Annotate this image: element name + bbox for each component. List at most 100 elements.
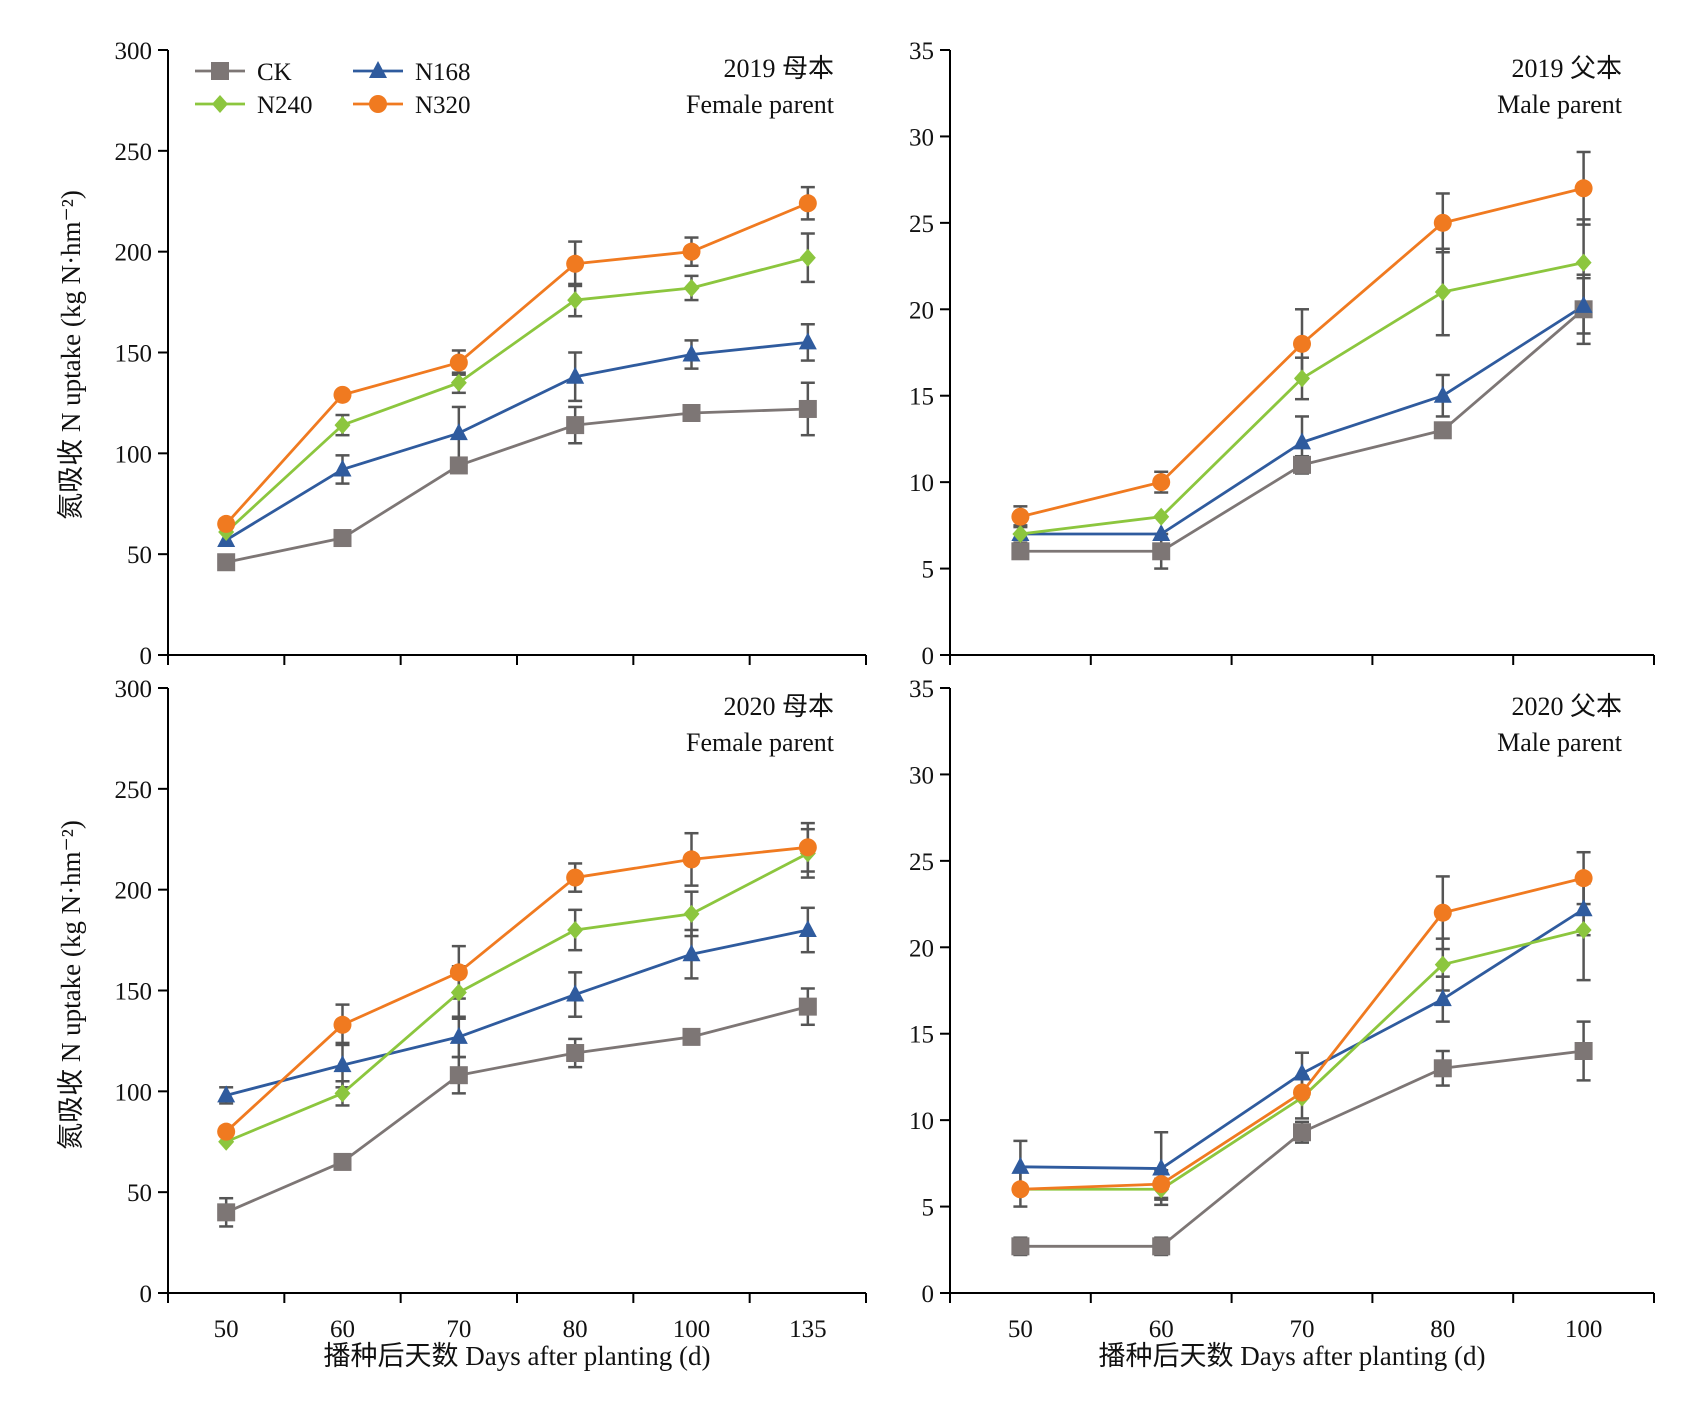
- point-n320: [449, 353, 468, 372]
- series-line-ck: [225, 407, 808, 564]
- y-tick-label: 250: [115, 777, 153, 804]
- chart-panel-3: 0 50 100 150 200 250 300 50 60 70 80 100 135 2020 母本 F…: [115, 676, 867, 1343]
- legend-marker: [369, 61, 387, 78]
- legend-marker: [212, 95, 228, 113]
- chart-panel-1: 0 50 100 150 200 250 300 2019 母本 Female parent: [115, 38, 867, 670]
- point-n320: [682, 242, 701, 261]
- y-tick-label: 15: [909, 384, 934, 411]
- y-tick-label: 200: [115, 240, 153, 267]
- point-n168: [1574, 899, 1593, 917]
- point-n320: [333, 385, 352, 404]
- point-ck: [1433, 421, 1452, 440]
- y-axis-title-top: 氮吸收 N uptake (kg N·hm⁻²): [56, 190, 86, 520]
- point-n320: [1574, 179, 1593, 198]
- x-axis-title-left: 播种后天数 Days after planting (d): [324, 1341, 711, 1371]
- y-tick-label: 200: [115, 878, 153, 905]
- legend-item-ck: CK: [195, 59, 292, 86]
- point-n320: [333, 1015, 352, 1034]
- y-tick-label: 20: [909, 297, 934, 324]
- point-n240: [334, 416, 351, 435]
- point-ck: [1011, 1237, 1030, 1256]
- y-tick-label: 100: [115, 1079, 153, 1106]
- point-n320: [566, 254, 585, 273]
- point-n168: [449, 1026, 468, 1044]
- point-n240: [1153, 507, 1170, 526]
- point-ck: [217, 553, 236, 572]
- point-n320: [1152, 473, 1171, 492]
- point-n320: [566, 868, 585, 887]
- point-n168: [566, 984, 585, 1002]
- series-line-n168: [225, 341, 808, 542]
- point-n168: [449, 423, 468, 441]
- y-tick-label: 300: [115, 676, 153, 703]
- point-n320: [1011, 507, 1030, 526]
- x-tick-label: 60: [330, 1316, 355, 1343]
- point-ck: [1433, 1059, 1452, 1078]
- point-n320: [217, 1122, 236, 1141]
- y-tick-label: 50: [127, 1180, 152, 1207]
- chart-title-line: Female parent: [686, 728, 835, 757]
- point-n320: [1293, 1083, 1311, 1102]
- y-tick-label: 25: [909, 211, 934, 238]
- chart-title-line: Male parent: [1497, 728, 1623, 757]
- y-tick-label: 100: [115, 441, 153, 468]
- y-tick-label: 50: [127, 542, 152, 569]
- x-tick-label: 80: [563, 1316, 588, 1343]
- point-n320: [1433, 213, 1452, 232]
- series-line-n240: [225, 852, 809, 1144]
- y-tick-label: 0: [140, 1281, 153, 1308]
- point-ck: [449, 1066, 468, 1085]
- point-n168: [1152, 1158, 1171, 1176]
- point-n320: [798, 838, 817, 857]
- legend-item-n320: N320: [353, 92, 471, 119]
- chart-title-line: 2019 父本: [1511, 54, 1622, 83]
- point-ck: [1152, 1237, 1171, 1256]
- point-ck: [1293, 455, 1311, 474]
- point-n240: [1434, 283, 1451, 301]
- point-n320: [1152, 1175, 1171, 1194]
- y-tick-label: 25: [909, 849, 934, 876]
- point-ck: [1574, 1042, 1593, 1060]
- point-ck: [798, 997, 817, 1016]
- legend-label: N320: [415, 92, 471, 119]
- y-tick-label: 20: [909, 935, 934, 962]
- point-ck: [682, 1027, 701, 1046]
- legend: CK N168 N240 N320: [195, 59, 471, 119]
- series-line-n168: [225, 928, 809, 1097]
- point-n240: [1434, 955, 1451, 974]
- point-n320: [1574, 869, 1593, 888]
- point-ck: [1293, 1123, 1311, 1142]
- point-n320: [449, 963, 468, 982]
- chart-title-line: Male parent: [1497, 90, 1623, 119]
- y-tick-label: 10: [909, 470, 934, 497]
- point-n168: [1433, 385, 1452, 403]
- x-tick-label: 135: [789, 1316, 827, 1343]
- y-tick-label: 30: [909, 762, 934, 789]
- y-tick-label: 250: [115, 139, 153, 166]
- y-axis-title-bottom: 氮吸收 N uptake (kg N·hm⁻²): [56, 820, 86, 1150]
- point-n240: [334, 1084, 351, 1103]
- x-axis-title-right: 播种后天数 Days after planting (d): [1099, 1341, 1486, 1371]
- point-n240: [450, 983, 467, 1002]
- y-tick-label: 30: [909, 124, 934, 151]
- point-n320: [1011, 1180, 1030, 1199]
- point-n240: [683, 278, 700, 297]
- series-line-ck: [225, 1005, 809, 1214]
- x-tick-label: 70: [446, 1316, 471, 1343]
- point-n168: [566, 366, 585, 384]
- y-tick-label: 150: [115, 341, 153, 368]
- point-n240: [1575, 921, 1592, 939]
- point-n168: [333, 459, 352, 477]
- point-n168: [1293, 432, 1311, 450]
- point-n320: [798, 194, 817, 213]
- y-tick-label: 35: [909, 676, 934, 703]
- legend-label: N168: [415, 59, 471, 86]
- point-ck: [449, 456, 468, 475]
- chart-title-line: 2020 母本: [723, 692, 834, 721]
- y-tick-label: 0: [922, 643, 935, 670]
- series-line-n320: [225, 201, 809, 525]
- y-tick-label: 150: [115, 979, 153, 1006]
- point-n240: [1294, 369, 1310, 388]
- point-n168: [798, 332, 817, 350]
